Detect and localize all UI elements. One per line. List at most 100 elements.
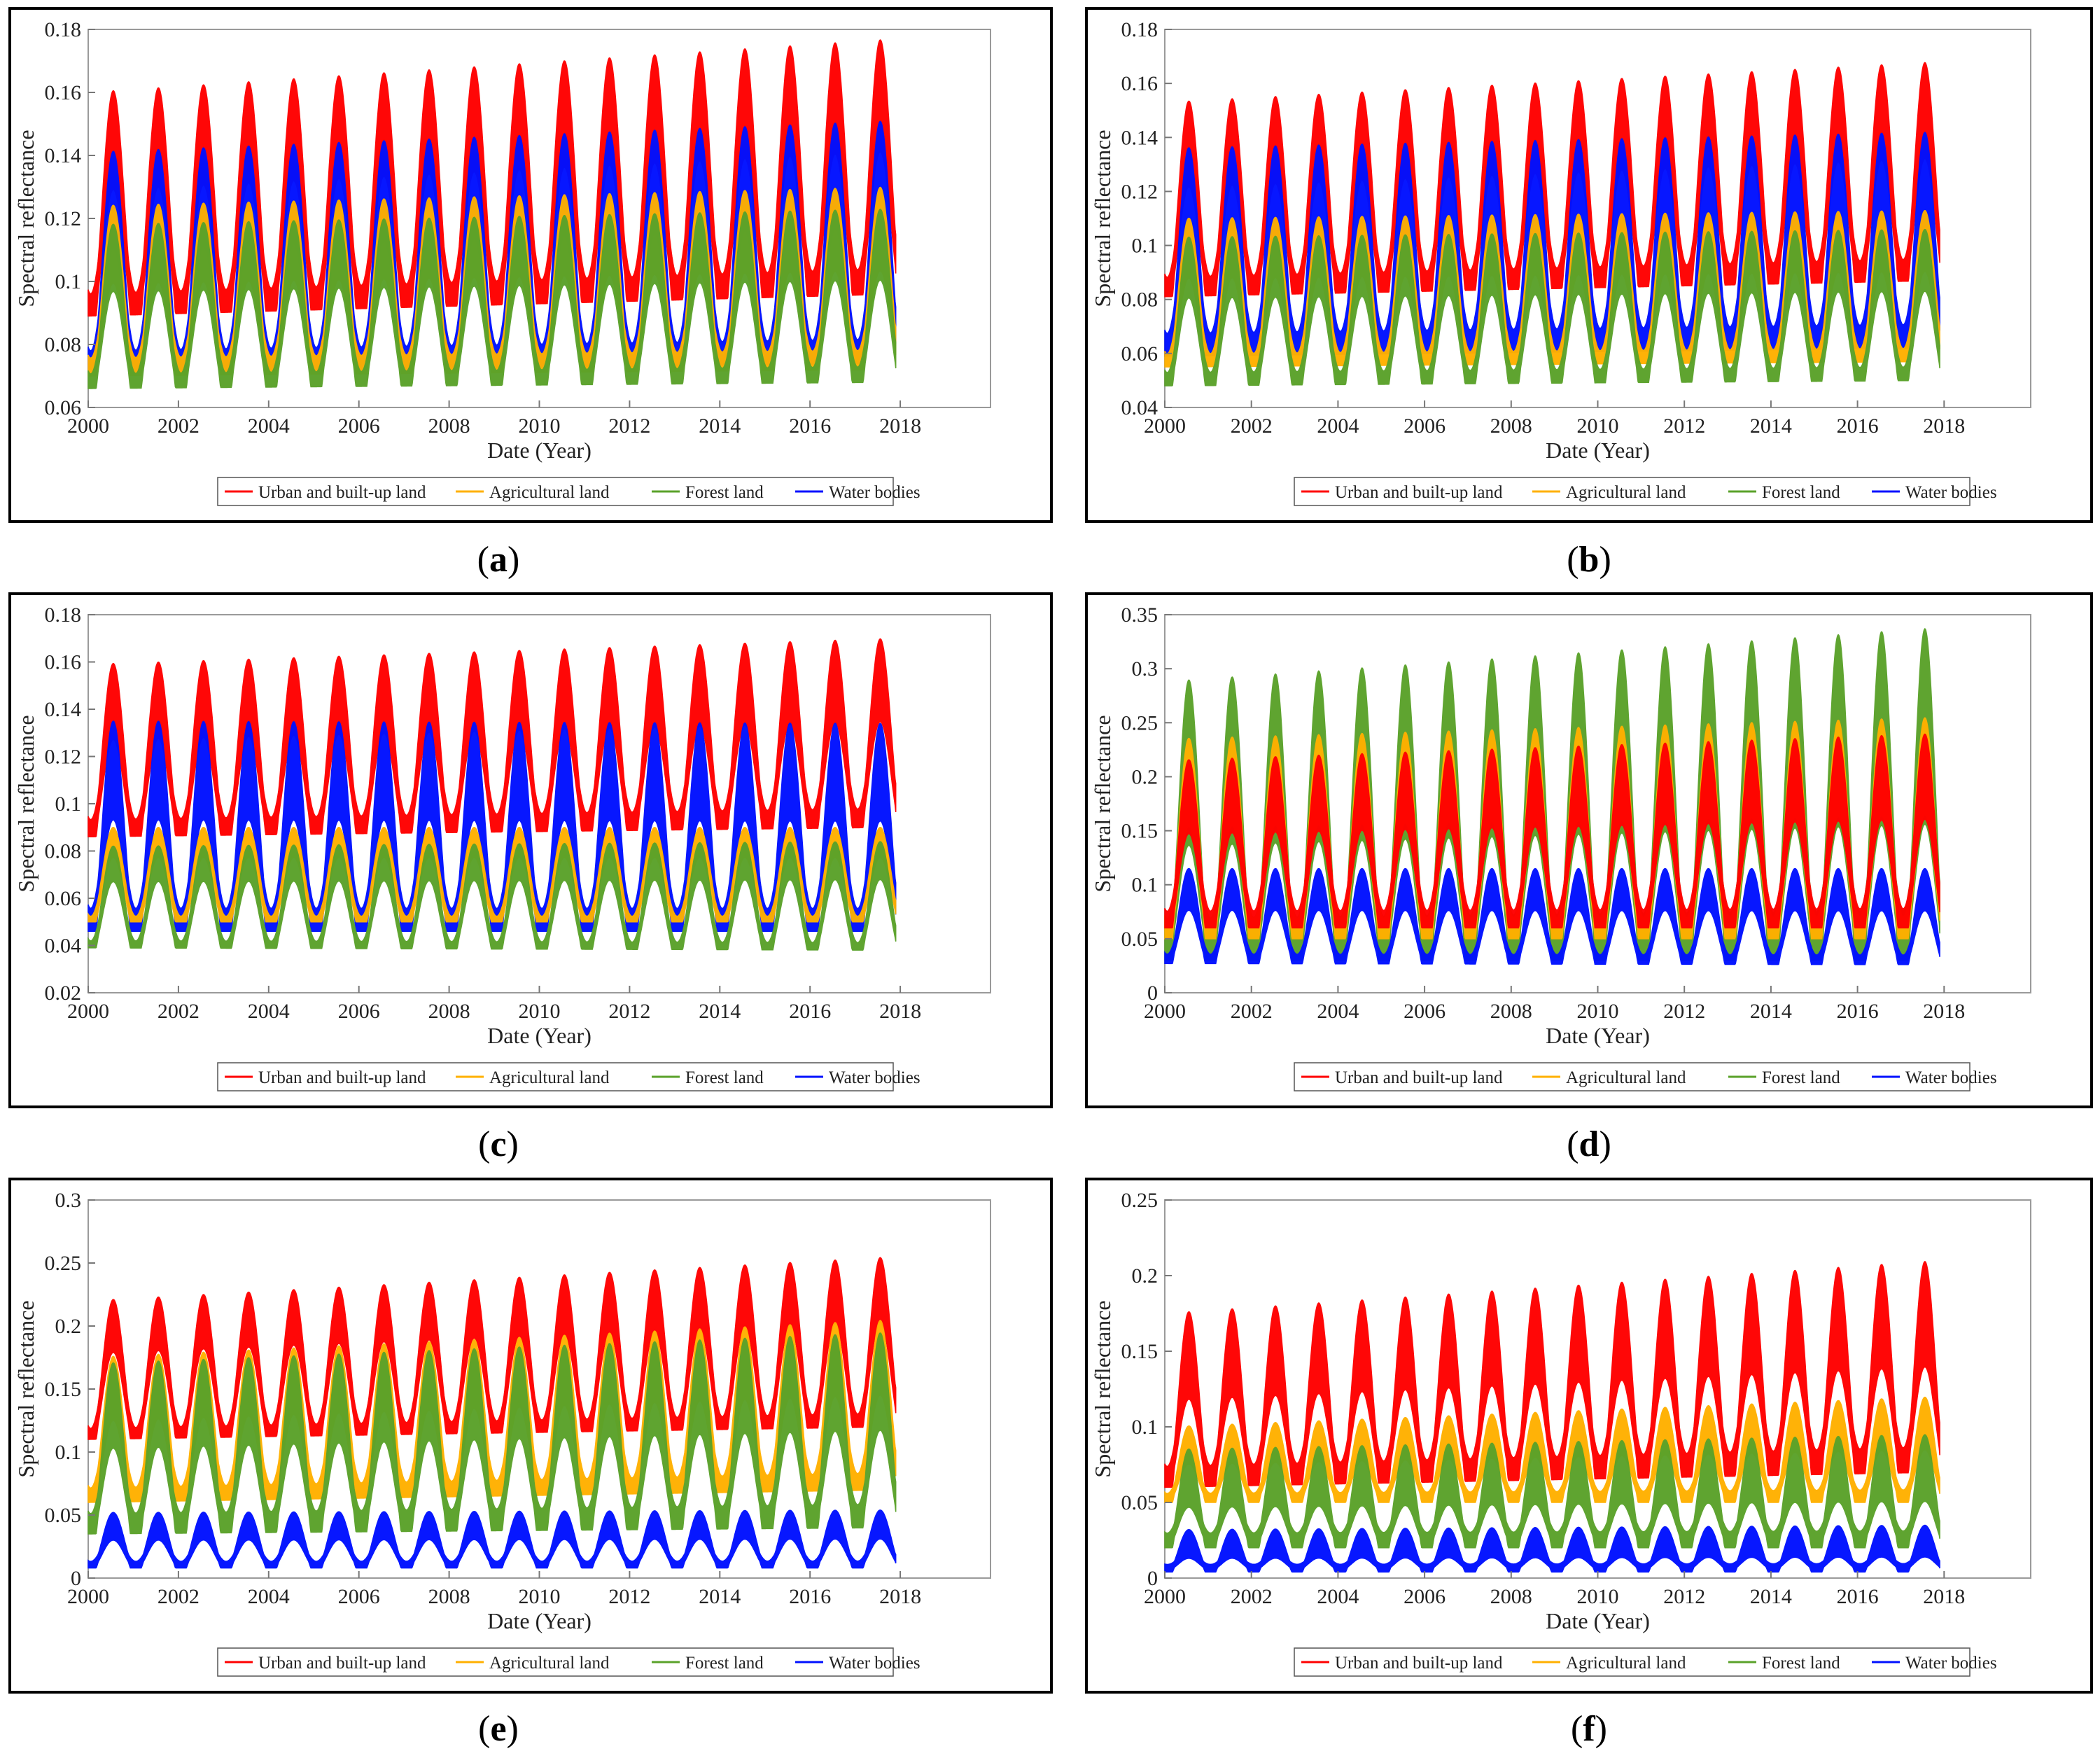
y-tick-label: 0.08 (45, 333, 82, 356)
x-tick-label: 2014 (699, 1585, 741, 1608)
x-tick-label: 2002 (158, 1585, 200, 1608)
y-tick-label: 0.12 (45, 746, 82, 769)
x-tick-label: 2008 (428, 1000, 470, 1023)
y-tick-label: 0.1 (55, 1441, 82, 1464)
y-tick-label: 0.16 (45, 651, 82, 674)
y-tick-label: 0.04 (1121, 396, 1158, 419)
x-tick-label: 2014 (1750, 1000, 1792, 1023)
x-tick-label: 2012 (608, 1585, 650, 1608)
series-band-forest (1164, 228, 1940, 386)
x-tick-label: 2004 (1317, 414, 1359, 438)
y-tick-label: 0.08 (45, 840, 82, 863)
legend-label: Forest land (1762, 1654, 1840, 1673)
y-axis-label: Spectral reflectance (13, 715, 38, 892)
x-tick-label: 2018 (879, 1000, 921, 1023)
y-tick-label: 0.2 (1132, 1264, 1158, 1288)
x-tick-label: 2010 (519, 414, 561, 438)
x-tick-label: 2014 (1750, 1585, 1792, 1608)
y-tick-label: 0.25 (45, 1252, 82, 1275)
legend-label: Urban and built-up land (1335, 1654, 1503, 1673)
legend-label: Forest land (685, 483, 764, 502)
y-tick-label: 0.1 (55, 270, 82, 293)
x-tick-label: 2004 (1317, 1585, 1359, 1608)
caption-e: (e) (478, 1709, 519, 1749)
y-axis-label: Spectral reflectance (1090, 1300, 1115, 1477)
x-tick-label: 2016 (789, 414, 831, 438)
x-tick-label: 2018 (879, 414, 921, 438)
legend-label: Agricultural land (489, 1654, 610, 1673)
legend-label: Forest land (1762, 483, 1840, 502)
x-tick-label: 2014 (699, 1000, 741, 1023)
series-band-urban (1164, 733, 1940, 929)
chart-panel-f: 0 0.05 0.1 0.15 0.2 0.25 2000 2002 2004 2006 2008 2… (1085, 1178, 2093, 1694)
series-band-forest (88, 841, 897, 951)
legend-label: Agricultural land (1566, 1068, 1686, 1087)
y-tick-label: 0.2 (55, 1315, 82, 1338)
y-tick-label: 0 (1147, 982, 1158, 1005)
y-tick-label: 0.2 (1132, 765, 1158, 788)
chart-a: 0.06 0.08 0.1 0.12 0.14 0.16 0.18 2000 2002 2004 2… (13, 18, 991, 506)
x-tick-label: 2006 (1404, 414, 1446, 438)
y-tick-label: 0.05 (1121, 928, 1158, 951)
series-band-urban (1164, 1261, 1940, 1488)
y-tick-label: 0 (71, 1567, 81, 1590)
chart-b: 0.04 0.06 0.08 0.1 0.12 0.14 0.16 0.18 2000 2002 2… (1090, 18, 2031, 506)
caption-a: (a) (477, 540, 520, 580)
y-tick-label: 0.18 (1121, 18, 1158, 41)
x-tick-label: 2002 (1231, 1585, 1273, 1608)
x-tick-label: 2002 (1231, 414, 1273, 438)
series-band-urban (1164, 62, 1940, 298)
x-tick-label: 2002 (1231, 1000, 1273, 1023)
x-tick-label: 2016 (1837, 1585, 1879, 1608)
legend-label: Urban and built-up land (258, 483, 426, 502)
legend-label: Forest land (1762, 1068, 1840, 1087)
plot-area (1164, 1199, 2031, 1579)
y-tick-label: 0.25 (1121, 1189, 1158, 1212)
caption-b: (b) (1567, 540, 1611, 580)
legend-label: Urban and built-up land (1335, 483, 1503, 502)
legend-box (217, 1062, 894, 1091)
x-tick-label: 2010 (1577, 414, 1619, 438)
y-tick-label: 0.16 (1121, 72, 1158, 95)
legend: Urban and built-up land Agricultural land… (1294, 1062, 1997, 1091)
x-tick-label: 2010 (1577, 1585, 1619, 1608)
legend-box (1294, 477, 1970, 506)
y-tick-label: 0.16 (45, 81, 82, 104)
x-axis-label: Date (Year) (1546, 438, 1650, 463)
legend-label: Water bodies (829, 1068, 920, 1087)
legend-box (217, 477, 894, 506)
legend-box (1294, 1647, 1970, 1677)
chart-panel-b: 0.04 0.06 0.08 0.1 0.12 0.14 0.16 0.18 2000 2002 2… (1085, 7, 2093, 523)
y-tick-label: 0.18 (45, 18, 82, 41)
legend-label: Urban and built-up land (1335, 1068, 1503, 1087)
y-tick-label: 0.12 (45, 207, 82, 230)
x-axis-label: Date (Year) (487, 1608, 592, 1633)
legend-label: Forest land (685, 1654, 764, 1673)
y-tick-label: 0.15 (1121, 1340, 1158, 1363)
y-tick-label: 0.04 (45, 935, 82, 958)
x-tick-label: 2008 (1490, 414, 1532, 438)
x-tick-label: 2018 (1923, 1585, 1965, 1608)
y-axis-label: Spectral reflectance (13, 130, 38, 307)
y-tick-label: 0.3 (55, 1189, 82, 1212)
x-tick-label: 2010 (1577, 1000, 1619, 1023)
x-tick-label: 2006 (338, 414, 380, 438)
legend: Urban and built-up land Agricultural land… (217, 1062, 920, 1091)
x-tick-label: 2002 (158, 414, 200, 438)
x-tick-label: 2010 (519, 1000, 561, 1023)
x-tick-label: 2012 (608, 1000, 650, 1023)
y-tick-label: 0.15 (45, 1378, 82, 1401)
chart-panel-c: 0.02 0.04 0.06 0.08 0.1 0.12 0.14 0.16 0.18 2000 2… (8, 592, 1053, 1108)
chart-panel-e: 0 0.05 0.1 0.15 0.2 0.25 0.3 2000 2002 2004 2006 20… (8, 1178, 1053, 1694)
y-tick-label: 0.25 (1121, 711, 1158, 734)
series-band-water (1164, 1524, 1940, 1573)
x-tick-label: 2014 (699, 414, 741, 438)
y-tick-label: 0.18 (45, 604, 82, 627)
legend-label: Water bodies (1905, 1068, 1997, 1087)
x-axis-label: Date (Year) (487, 438, 592, 463)
y-axis-label: Spectral reflectance (13, 1300, 38, 1477)
x-tick-label: 2004 (248, 1000, 290, 1023)
chart-e: 0 0.05 0.1 0.15 0.2 0.25 0.3 2000 2002 2004 2006 20… (13, 1189, 991, 1677)
legend-label: Agricultural land (489, 483, 610, 502)
x-tick-label: 2016 (1837, 1000, 1879, 1023)
